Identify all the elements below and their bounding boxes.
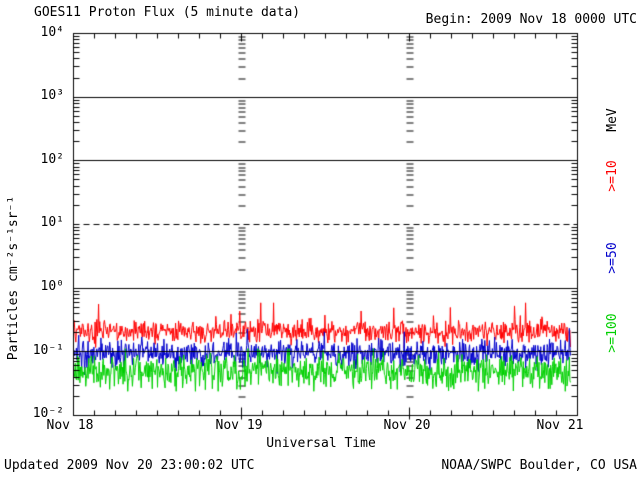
series-label-ge100: >=100 (605, 313, 620, 353)
y-tick-1e-2: 10⁻² (32, 406, 64, 421)
x-tick-nov21: Nov 21 (536, 418, 584, 433)
y-tick-1e0: 10⁰ (40, 279, 64, 294)
updated-timestamp: Updated 2009 Nov 20 23:00:02 UTC (4, 458, 255, 473)
x-axis-title: Universal Time (266, 436, 376, 451)
y-axis-title: Particles cm⁻²s⁻¹sr⁻¹ (6, 195, 21, 361)
page-title: GOES11 Proton Flux (5 minute data) (34, 5, 301, 20)
y-tick-1e1: 10¹ (40, 215, 64, 230)
y-tick-1e-1: 10⁻¹ (32, 343, 64, 358)
x-tick-nov20: Nov 20 (383, 418, 431, 433)
y-tick-1e3: 10³ (40, 88, 64, 103)
source-attribution: NOAA/SWPC Boulder, CO USA (441, 458, 637, 473)
x-tick-nov18: Nov 18 (46, 418, 94, 433)
x-tick-nov19: Nov 19 (215, 418, 263, 433)
y-tick-1e2: 10² (40, 152, 64, 167)
begin-timestamp: Begin: 2009 Nov 18 0000 UTC (425, 12, 637, 27)
y-tick-1e4: 10⁴ (40, 25, 64, 40)
